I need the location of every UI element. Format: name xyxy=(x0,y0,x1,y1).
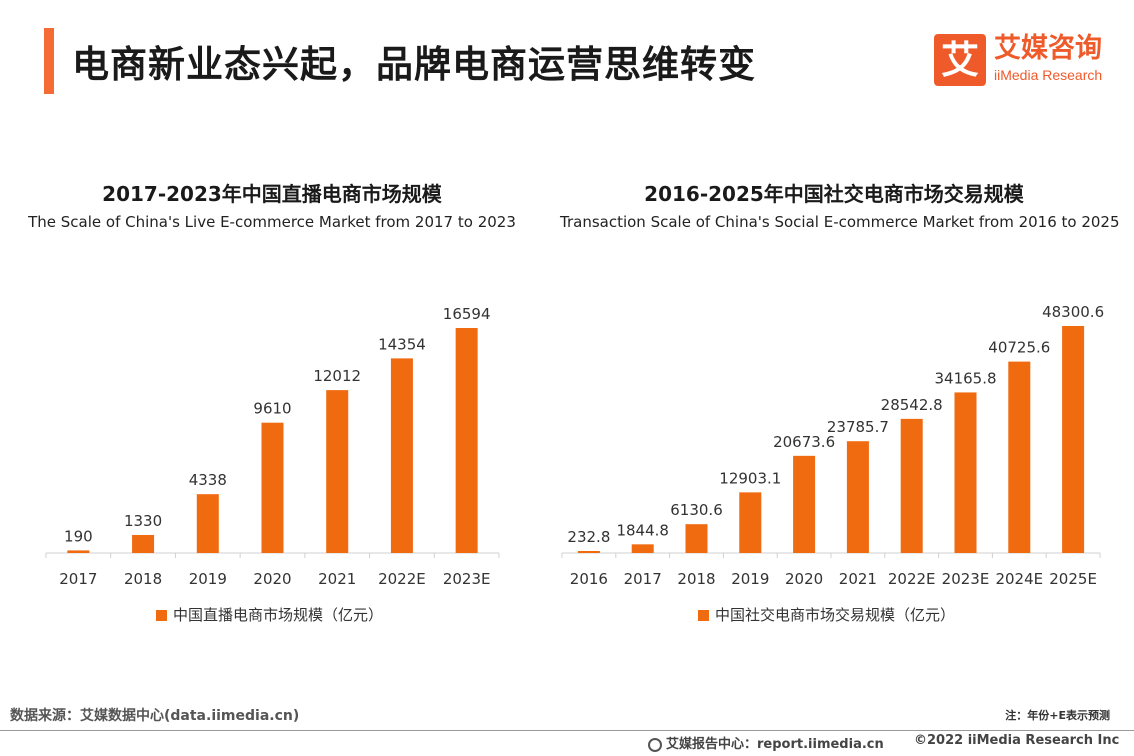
chart1-bar xyxy=(326,390,349,553)
chart1-legend-label: 中国直播电商市场规模（亿元） xyxy=(173,606,384,624)
chart2-tick-label: 2019 xyxy=(731,570,769,588)
chart2-data-label: 1844.8 xyxy=(616,521,669,539)
chart1-tick-label: 2018 xyxy=(124,570,162,588)
chart1-data-label: 4338 xyxy=(189,471,227,489)
chart2-tick-label: 2018 xyxy=(677,570,715,588)
chart2-data-label: 23785.7 xyxy=(827,418,889,436)
chart2-bar xyxy=(900,418,923,553)
chart1-data-label: 16594 xyxy=(443,305,491,323)
chart1-data-label: 190 xyxy=(64,527,93,545)
report-center: 艾媒报告中心：report.iimedia.cn xyxy=(648,733,884,752)
chart2-bar xyxy=(793,455,816,553)
chart2-tick-label: 2023E xyxy=(942,570,990,588)
chart1-tick-label: 2019 xyxy=(189,570,227,588)
logo-text-en: iiMedia Research xyxy=(994,67,1103,83)
chart2-bar xyxy=(1062,326,1085,553)
globe-icon xyxy=(648,738,662,752)
chart2-bar xyxy=(846,441,869,553)
chart2-data-label: 48300.6 xyxy=(1042,303,1104,321)
forecast-note: 注：年份+E表示预测 xyxy=(1005,709,1110,722)
chart2-data-label: 40725.6 xyxy=(988,339,1050,357)
chart2-bar xyxy=(954,392,977,553)
report-center-text: 艾媒报告中心：report.iimedia.cn xyxy=(666,737,884,752)
chart2-title: 2016-2025年中国社交电商市场交易规模 xyxy=(644,182,1024,206)
chart2-legend: 中国社交电商市场交易规模（亿元） xyxy=(698,604,955,625)
chart1-tick-label: 2023E xyxy=(443,570,491,588)
chart2-bar xyxy=(577,551,600,553)
chart2-data-label: 34165.8 xyxy=(934,369,996,387)
chart1-bar xyxy=(67,550,90,553)
chart2-data-label: 20673.6 xyxy=(773,433,835,451)
chart1-subtitle: The Scale of China's Live E-commerce Mar… xyxy=(28,213,516,231)
footer-divider xyxy=(0,730,1134,731)
chart1-legend-swatch xyxy=(156,610,167,621)
chart2-tick-label: 2025E xyxy=(1049,570,1097,588)
title-accent-bar xyxy=(44,28,54,94)
chart1-title: 2017-2023年中国直播电商市场规模 xyxy=(102,182,442,206)
chart2-bar xyxy=(739,492,762,553)
chart1-tick-label: 2017 xyxy=(59,570,97,588)
chart1-bar xyxy=(261,422,284,553)
chart2-data-label: 12903.1 xyxy=(719,469,781,487)
chart2-tick-label: 2022E xyxy=(888,570,936,588)
chart1-data-label: 1330 xyxy=(124,512,162,530)
chart1-bar xyxy=(390,358,413,553)
page-title: 电商新业态兴起，品牌电商运营思维转变 xyxy=(72,43,756,86)
logo-mark: 艾 xyxy=(934,34,986,86)
chart1-bar xyxy=(455,328,478,553)
chart1-tick-label: 2020 xyxy=(253,570,291,588)
chart2-bar xyxy=(685,524,708,553)
chart2-legend-swatch xyxy=(698,610,709,621)
copyright: ©2022 iiMedia Research Inc xyxy=(914,733,1120,748)
chart1-tick-label: 2022E xyxy=(378,570,426,588)
chart1-data-label: 12012 xyxy=(313,367,361,385)
logo-text-cn: 艾媒咨询 xyxy=(994,33,1102,64)
chart2-tick-label: 2024E xyxy=(995,570,1043,588)
chart1-legend: 中国直播电商市场规模（亿元） xyxy=(156,604,383,625)
chart2-data-label: 28542.8 xyxy=(881,396,943,414)
chart1-tick-label: 2021 xyxy=(318,570,356,588)
chart2-tick-label: 2020 xyxy=(785,570,823,588)
data-source: 数据来源：艾媒数据中心(data.iimedia.cn) xyxy=(10,708,300,724)
chart1-bar xyxy=(132,534,155,553)
chart1-bar xyxy=(196,494,219,553)
chart2-subtitle: Transaction Scale of China's Social E-co… xyxy=(560,213,1120,231)
chart2-data-label: 232.8 xyxy=(567,528,610,546)
brand-logo: 艾 艾媒咨询 iiMedia Research xyxy=(934,34,1124,88)
chart1-data-label: 14354 xyxy=(378,335,426,353)
chart2-tick-label: 2021 xyxy=(839,570,877,588)
chart2-legend-label: 中国社交电商市场交易规模（亿元） xyxy=(715,606,956,624)
chart2-data-label: 6130.6 xyxy=(670,501,723,519)
chart2-bar xyxy=(1008,361,1031,553)
chart2-tick-label: 2017 xyxy=(624,570,662,588)
chart2-bar xyxy=(631,544,654,553)
chart2-tick-label: 2016 xyxy=(570,570,608,588)
chart1-data-label: 9610 xyxy=(253,400,291,418)
